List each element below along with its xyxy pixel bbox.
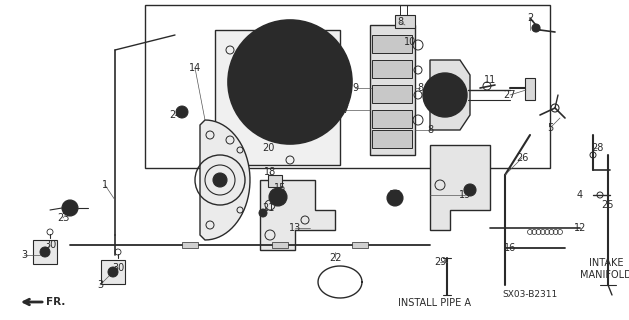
Text: 29: 29: [434, 257, 446, 267]
Text: 26: 26: [516, 153, 528, 163]
Text: 30: 30: [44, 240, 56, 250]
Polygon shape: [430, 60, 470, 130]
Polygon shape: [395, 15, 415, 28]
Bar: [372, 60, 412, 78]
Circle shape: [423, 73, 467, 117]
Bar: [372, 85, 412, 103]
Text: 12: 12: [574, 223, 586, 233]
Text: 19: 19: [459, 190, 471, 200]
Circle shape: [213, 173, 227, 187]
Polygon shape: [430, 145, 490, 230]
Text: 14: 14: [189, 63, 201, 73]
Text: 23: 23: [57, 213, 69, 223]
Circle shape: [40, 247, 50, 257]
Circle shape: [176, 106, 188, 118]
Circle shape: [62, 200, 78, 216]
Bar: [352, 242, 368, 248]
Text: 15: 15: [274, 183, 286, 193]
Polygon shape: [200, 120, 250, 240]
Bar: [372, 130, 412, 148]
Text: 22: 22: [329, 253, 342, 263]
Text: 13: 13: [289, 223, 301, 233]
Text: 7: 7: [342, 105, 348, 115]
Polygon shape: [33, 240, 57, 264]
Text: 18: 18: [264, 167, 276, 177]
Polygon shape: [215, 30, 340, 165]
Text: SX03-B2311: SX03-B2311: [503, 290, 558, 299]
Circle shape: [108, 267, 118, 277]
Text: 20: 20: [262, 143, 274, 153]
Polygon shape: [101, 260, 125, 284]
Text: 3: 3: [97, 280, 103, 290]
Text: 17: 17: [389, 190, 401, 200]
Text: 9: 9: [352, 83, 358, 93]
Text: 24: 24: [169, 110, 181, 120]
Bar: [372, 35, 412, 53]
Text: 3: 3: [21, 250, 27, 260]
Polygon shape: [525, 78, 535, 100]
Text: 27: 27: [504, 90, 516, 100]
Circle shape: [262, 54, 318, 110]
Text: 8: 8: [427, 125, 433, 135]
Text: 1: 1: [102, 180, 108, 190]
Circle shape: [437, 87, 453, 103]
Text: 30: 30: [112, 263, 124, 273]
Text: 21: 21: [262, 203, 274, 213]
Circle shape: [280, 72, 300, 92]
Text: 8: 8: [417, 83, 423, 93]
Text: 16: 16: [504, 243, 516, 253]
Text: 11: 11: [484, 75, 496, 85]
Circle shape: [532, 24, 540, 32]
Bar: [182, 242, 198, 248]
Bar: [372, 110, 412, 128]
Circle shape: [259, 209, 267, 217]
Text: 25: 25: [602, 200, 615, 210]
Text: 5: 5: [547, 123, 553, 133]
Bar: [268, 175, 282, 187]
Polygon shape: [370, 25, 415, 155]
Circle shape: [387, 190, 403, 206]
Bar: [272, 242, 288, 248]
Circle shape: [269, 188, 287, 206]
Circle shape: [464, 184, 476, 196]
Text: 10: 10: [404, 37, 416, 47]
Text: 6: 6: [277, 193, 283, 203]
Text: 4: 4: [577, 190, 583, 200]
Polygon shape: [260, 180, 335, 250]
Text: FR.: FR.: [46, 297, 65, 307]
Text: INSTALL PIPE A: INSTALL PIPE A: [399, 298, 472, 308]
Text: 8: 8: [397, 17, 403, 27]
Circle shape: [228, 20, 352, 144]
Text: 28: 28: [591, 143, 603, 153]
Text: 2: 2: [527, 13, 533, 23]
Text: INTAKE
MANIFOLD: INTAKE MANIFOLD: [580, 258, 629, 280]
